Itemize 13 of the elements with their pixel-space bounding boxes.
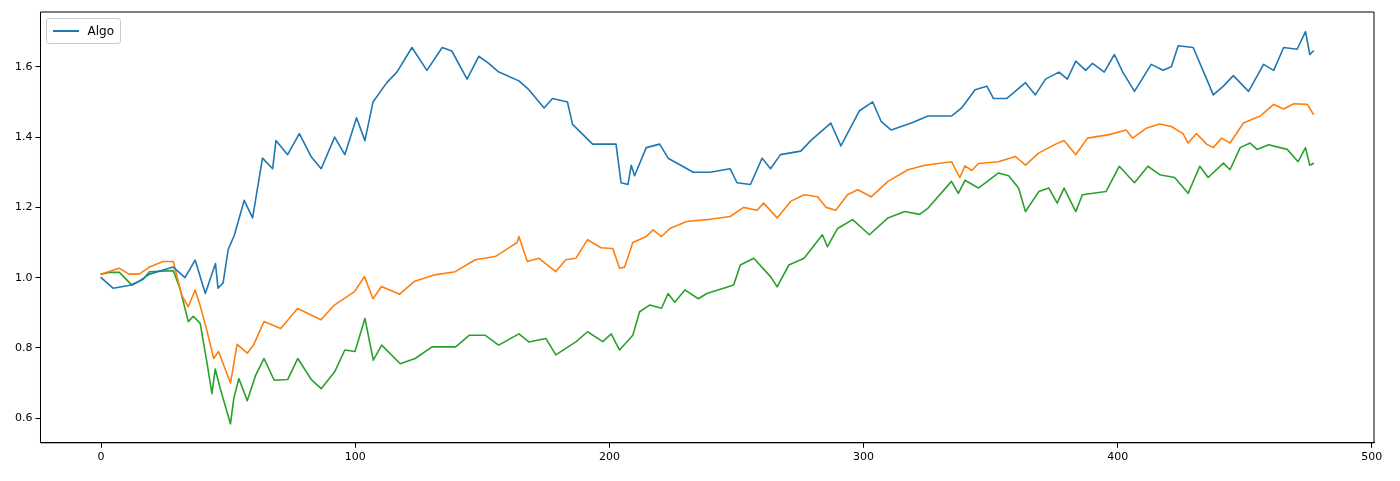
legend-label: Algo bbox=[87, 24, 114, 38]
x-tick-label: 300 bbox=[853, 450, 875, 464]
x-tick-label: 100 bbox=[344, 450, 366, 464]
x-tick-label: 400 bbox=[1107, 450, 1129, 464]
y-tick-label: 1.0 bbox=[14, 270, 33, 284]
x-tick-label: 200 bbox=[598, 450, 620, 464]
y-tick-label: 0.6 bbox=[14, 411, 33, 425]
x-tick-label: 0 bbox=[97, 450, 105, 464]
y-tick-label: 0.8 bbox=[14, 340, 33, 354]
x-tick-label: 500 bbox=[1361, 450, 1383, 464]
y-tick-label: 1.6 bbox=[14, 59, 33, 73]
y-tick-label: 1.2 bbox=[14, 200, 33, 214]
y-tick-label: 1.4 bbox=[14, 129, 33, 143]
